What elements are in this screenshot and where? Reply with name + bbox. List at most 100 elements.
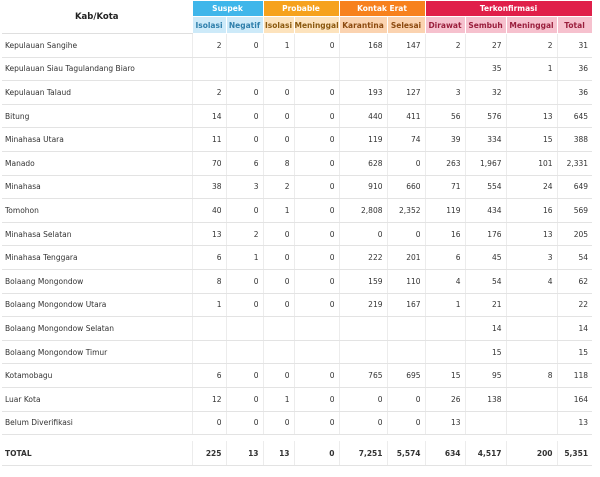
cell-suspek-isolasi: 8 <box>191 269 226 294</box>
cell-konfirmasi-sembuh: 32 <box>464 80 507 105</box>
region-name: Bolaang Mongondow Utara <box>2 293 192 318</box>
cell-konfirmasi-dirawat: 1 <box>424 293 466 318</box>
cell-probable-isolasi <box>262 57 294 82</box>
group-header-row: Kab/Kota Suspek Probable Kontak Erat Ter… <box>2 0 593 34</box>
cell-kontak-karantina: 193 <box>338 80 387 105</box>
cell-konfirmasi-sembuh: 27 <box>464 33 507 58</box>
cell-kontak-selesai: 660 <box>386 175 426 200</box>
region-name: Bolaang Mongondow Selatan <box>2 316 192 341</box>
cell-kontak-karantina: 440 <box>338 104 387 129</box>
cell-probable-isolasi: 0 <box>262 127 294 152</box>
cell-konfirmasi-total: 164 <box>556 387 593 412</box>
cell-konfirmasi-meninggal: 101 <box>505 151 558 176</box>
cell-suspek-negatif: 0 <box>225 269 263 294</box>
cell-suspek-negatif: 13 <box>225 441 263 467</box>
cell-kontak-karantina <box>338 57 387 82</box>
cell-konfirmasi-dirawat <box>424 340 466 365</box>
cell-konfirmasi-meninggal: 2 <box>505 33 558 58</box>
cell-probable-isolasi: 0 <box>262 269 294 294</box>
cell-konfirmasi-sembuh <box>464 411 507 436</box>
region-name: Kotamobagu <box>2 363 192 388</box>
cell-konfirmasi-total: 13 <box>556 411 593 436</box>
table-row: Bolaang Mongondow 8 0 0 0 159 110 4 54 4 62 <box>2 269 593 294</box>
cell-probable-isolasi: 0 <box>262 411 294 436</box>
table-body: Kepulauan Sangihe 2 0 1 0 168 147 2 27 2 31 Kepulau… <box>2 33 593 467</box>
cell-probable-isolasi: 0 <box>262 80 294 105</box>
region-name: Kepulauan Sangihe <box>2 33 192 58</box>
cell-konfirmasi-total: 36 <box>556 80 593 105</box>
kab-kota-header: Kab/Kota <box>2 0 192 34</box>
cell-suspek-isolasi: 12 <box>191 387 226 412</box>
cell-probable-meninggal: 0 <box>293 104 339 129</box>
cell-konfirmasi-dirawat: 39 <box>424 127 466 152</box>
cell-konfirmasi-meninggal: 13 <box>505 104 558 129</box>
cell-probable-meninggal: 0 <box>293 245 339 270</box>
region-name: Bitung <box>2 104 192 129</box>
cell-suspek-negatif: 0 <box>225 198 263 223</box>
cell-probable-meninggal: 0 <box>293 293 339 318</box>
cell-probable-meninggal: 0 <box>293 411 339 436</box>
cell-konfirmasi-meninggal <box>505 293 558 318</box>
cell-probable-isolasi: 13 <box>262 441 294 467</box>
col-header-konfirmasi-sembuh: Sembuh <box>464 16 507 34</box>
cell-probable-isolasi: 1 <box>262 387 294 412</box>
cell-kontak-selesai: 0 <box>386 222 426 247</box>
region-name: Tomohon <box>2 198 192 223</box>
cell-kontak-karantina: 119 <box>338 127 387 152</box>
cell-konfirmasi-dirawat: 4 <box>424 269 466 294</box>
region-name: Minahasa Selatan <box>2 222 192 247</box>
cell-suspek-negatif <box>225 57 263 82</box>
group-header-probable: Probable <box>262 0 340 17</box>
cell-konfirmasi-dirawat: 15 <box>424 363 466 388</box>
region-name: Kepulauan Siau Tagulandang Biaro <box>2 57 192 82</box>
cell-suspek-isolasi: 11 <box>191 127 226 152</box>
cell-kontak-karantina <box>338 316 387 341</box>
cell-konfirmasi-total: 645 <box>556 104 593 129</box>
cell-probable-isolasi <box>262 316 294 341</box>
cell-konfirmasi-meninggal: 8 <box>505 363 558 388</box>
cell-konfirmasi-meninggal: 13 <box>505 222 558 247</box>
cell-konfirmasi-sembuh: 21 <box>464 293 507 318</box>
cell-suspek-isolasi: 13 <box>191 222 226 247</box>
cell-konfirmasi-meninggal <box>505 340 558 365</box>
col-header-probable-isolasi: Isolasi <box>262 16 295 34</box>
cell-konfirmasi-total: 36 <box>556 57 593 82</box>
total-row: TOTAL 225 13 13 0 7,251 5,574 634 4,517 200 5,351 <box>2 441 593 467</box>
cell-konfirmasi-sembuh: 176 <box>464 222 507 247</box>
cell-konfirmasi-total: 569 <box>556 198 593 223</box>
cell-suspek-negatif: 0 <box>225 80 263 105</box>
cell-kontak-selesai <box>386 57 426 82</box>
cell-konfirmasi-meninggal: 200 <box>505 441 558 467</box>
cell-konfirmasi-sembuh: 138 <box>464 387 507 412</box>
col-header-suspek-negatif: Negatif <box>225 16 264 34</box>
cell-konfirmasi-total: 22 <box>556 293 593 318</box>
cell-konfirmasi-total: 5,351 <box>556 441 593 467</box>
cell-kontak-karantina: 0 <box>338 387 387 412</box>
cell-suspek-negatif: 0 <box>225 411 263 436</box>
table-row: Luar Kota 12 0 1 0 0 0 26 138 164 <box>2 387 593 412</box>
cell-suspek-isolasi <box>191 316 226 341</box>
cell-probable-isolasi: 0 <box>262 222 294 247</box>
cell-konfirmasi-sembuh: 14 <box>464 316 507 341</box>
cell-konfirmasi-sembuh: 15 <box>464 340 507 365</box>
cell-kontak-selesai: 2,352 <box>386 198 426 223</box>
cell-probable-meninggal <box>293 57 339 82</box>
cell-konfirmasi-total: 2,331 <box>556 151 593 176</box>
table-row: Bolaang Mongondow Timur 15 15 <box>2 340 593 365</box>
cell-probable-meninggal: 0 <box>293 127 339 152</box>
cell-probable-meninggal: 0 <box>293 151 339 176</box>
cell-kontak-karantina: 0 <box>338 222 387 247</box>
cell-probable-meninggal <box>293 316 339 341</box>
cell-probable-meninggal: 0 <box>293 33 339 58</box>
cell-konfirmasi-sembuh: 45 <box>464 245 507 270</box>
group-header-terkonfirmasi: Terkonfirmasi <box>424 0 593 17</box>
cell-konfirmasi-sembuh: 1,967 <box>464 151 507 176</box>
cell-probable-isolasi: 0 <box>262 245 294 270</box>
cell-konfirmasi-meninggal <box>505 316 558 341</box>
col-header-konfirmasi-dirawat: Dirawat <box>424 16 466 34</box>
cell-suspek-negatif: 0 <box>225 33 263 58</box>
cell-suspek-negatif: 0 <box>225 127 263 152</box>
cell-kontak-karantina: 159 <box>338 269 387 294</box>
cell-konfirmasi-total: 649 <box>556 175 593 200</box>
col-header-kontak-karantina: Karantina <box>338 16 388 34</box>
